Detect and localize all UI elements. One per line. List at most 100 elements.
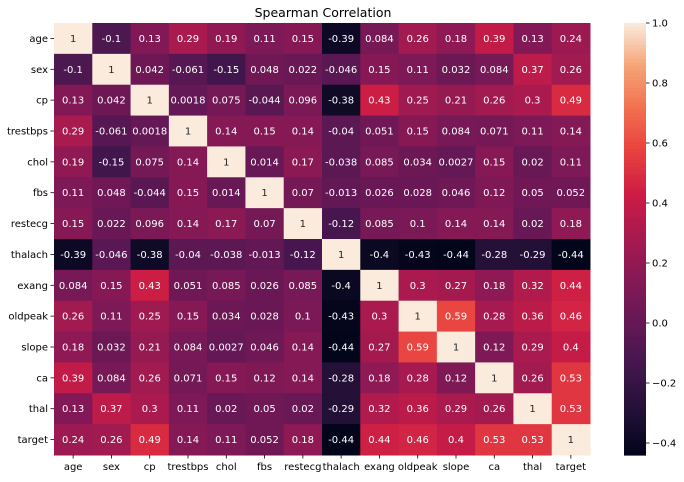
y-tick-label-sex: sex — [31, 65, 48, 76]
colorbar-segment — [624, 156, 646, 161]
heatmap-cell-chol-restecg — [283, 146, 323, 178]
heatmap-cell-sex-sex — [92, 53, 132, 86]
heatmap-cell-chol-sex — [92, 146, 132, 178]
cell-value-label: 0.11 — [407, 65, 429, 76]
heatmap-cell-restecg-target — [551, 208, 591, 240]
heatmap-cell-thalach-target — [551, 239, 591, 271]
x-tick-label-thal: thal — [523, 462, 542, 473]
cell-value-label: 0.028 — [403, 188, 432, 199]
cell-value-label: 0.53 — [483, 435, 505, 446]
cell-value-label: 1 — [70, 34, 76, 45]
heatmap-cell-age-slope — [436, 23, 476, 55]
cell-value-label: 1 — [185, 127, 191, 138]
cell-value-label: 0.026 — [250, 281, 279, 292]
colorbar-segment — [624, 152, 646, 157]
cell-value-label: -0.038 — [210, 250, 242, 261]
colorbar-segment — [624, 271, 646, 276]
heatmap-cell-ca-oldpeak — [398, 362, 438, 394]
cell-value-label: 0.28 — [483, 312, 505, 323]
heatmap-cell-ca-trestbps — [168, 362, 208, 394]
heatmap-cell-thal-sex — [92, 393, 132, 425]
heatmap-cell-sex-thalach — [322, 53, 361, 86]
colorbar-segment — [624, 253, 646, 258]
colorbar-segment — [624, 62, 646, 67]
cell-value-label: 0.0018 — [171, 96, 206, 107]
cell-value-label: 0.43 — [139, 281, 161, 292]
colorbar-segment — [624, 163, 646, 168]
colorbar-segment — [624, 87, 646, 92]
heatmap-cell-thal-slope — [436, 393, 476, 425]
cell-value-label: 0.084 — [365, 34, 394, 45]
heatmap-cell-chol-ca — [475, 146, 514, 178]
y-tick-labels: age sex cp trestbps chol fbs restecg thalach exa… — [7, 34, 54, 446]
heatmap-cell-age-exang — [360, 23, 400, 55]
heatmap-cell-exang-sex — [92, 269, 132, 302]
cell-value-label: -0.38 — [137, 250, 163, 261]
heatmap-cell-ca-exang — [360, 362, 400, 394]
colorbar-segment — [624, 264, 646, 269]
heatmap-cell-sex-exang — [360, 53, 400, 86]
cell-value-label: 1 — [300, 219, 306, 230]
heatmap-cell-thal-oldpeak — [398, 393, 438, 425]
heatmap-cell-exang-age — [54, 269, 93, 302]
cell-value-label: 0.43 — [368, 96, 390, 107]
cell-value-label: -0.15 — [98, 157, 124, 168]
colorbar-segment — [624, 55, 646, 60]
cell-value-label: 0.53 — [521, 435, 543, 446]
colorbar-tick-label: 0.4 — [652, 199, 668, 210]
heatmap-cell-oldpeak-slope — [436, 300, 476, 333]
colorbar-segment — [624, 437, 646, 442]
x-tick-label-restecg: restecg — [284, 462, 321, 473]
heatmap-cell-exang-thalach — [322, 269, 361, 302]
colorbar-segment — [624, 69, 646, 74]
heatmap-cell-restecg-oldpeak — [398, 208, 438, 240]
cell-value-label: 0.15 — [100, 281, 122, 292]
heatmap-cell-fbs-oldpeak — [398, 177, 438, 209]
heatmap-cell-exang-oldpeak — [398, 269, 438, 302]
heatmap-cell-cp-trestbps — [168, 84, 208, 117]
cell-value-label: 0.07 — [292, 188, 314, 199]
cell-value-label: 0.046 — [442, 188, 471, 199]
heatmap-cell-age-ca — [475, 23, 514, 55]
cell-value-label: 0.26 — [483, 404, 505, 415]
heatmap-cell-cp-exang — [360, 84, 400, 117]
colorbar-segment — [624, 228, 646, 233]
heatmap-cell-sex-fbs — [245, 53, 285, 86]
cell-value-label: 0.44 — [560, 281, 582, 292]
heatmap-cell-ca-cp — [130, 362, 170, 394]
y-tick-label-ca: ca — [36, 373, 48, 384]
colorbar-segment — [624, 192, 646, 197]
y-tick-label-cp: cp — [36, 96, 48, 107]
cell-value-label: -0.43 — [405, 250, 431, 261]
cell-value-label: 0.048 — [250, 65, 279, 76]
cell-value-label: 0.15 — [483, 157, 505, 168]
colorbar-segment — [624, 393, 646, 398]
cell-value-label: 0.071 — [480, 127, 509, 138]
cell-value-label: -0.061 — [172, 65, 204, 76]
colorbar-segment — [624, 188, 646, 193]
heatmap-cell-thalach-fbs — [245, 239, 285, 271]
heatmap-cell-cp-sex — [92, 84, 132, 117]
cell-value-label: -0.43 — [328, 312, 354, 323]
x-tick-label-target: target — [556, 462, 586, 473]
cell-value-label: 0.49 — [560, 96, 582, 107]
heatmap-cell-ca-restecg — [283, 362, 323, 394]
cell-value-label: 0.032 — [97, 343, 126, 354]
colorbar-segment — [624, 408, 646, 413]
cell-value-label: 0.084 — [442, 127, 471, 138]
cell-value-label: -0.44 — [328, 343, 354, 354]
cell-value-label: 0.3 — [525, 96, 541, 107]
cell-value-label: 0.18 — [445, 34, 467, 45]
cell-value-label: 0.05 — [253, 404, 275, 415]
cell-value-label: 0.075 — [135, 157, 164, 168]
cell-value-label: 0.14 — [445, 219, 467, 230]
cell-value-label: 0.02 — [521, 219, 543, 230]
cell-value-label: 0.3 — [371, 312, 387, 323]
cell-value-label: 0.25 — [139, 312, 161, 323]
cell-value-label: -0.061 — [95, 127, 127, 138]
colorbar-segment — [624, 375, 646, 380]
colorbar-segment — [624, 318, 646, 323]
x-tick-labels: age sex cp trestbps chol fbs restecg thalach exa… — [64, 455, 586, 473]
colorbar-segment — [624, 141, 646, 146]
cell-value-label: 0.49 — [139, 435, 161, 446]
